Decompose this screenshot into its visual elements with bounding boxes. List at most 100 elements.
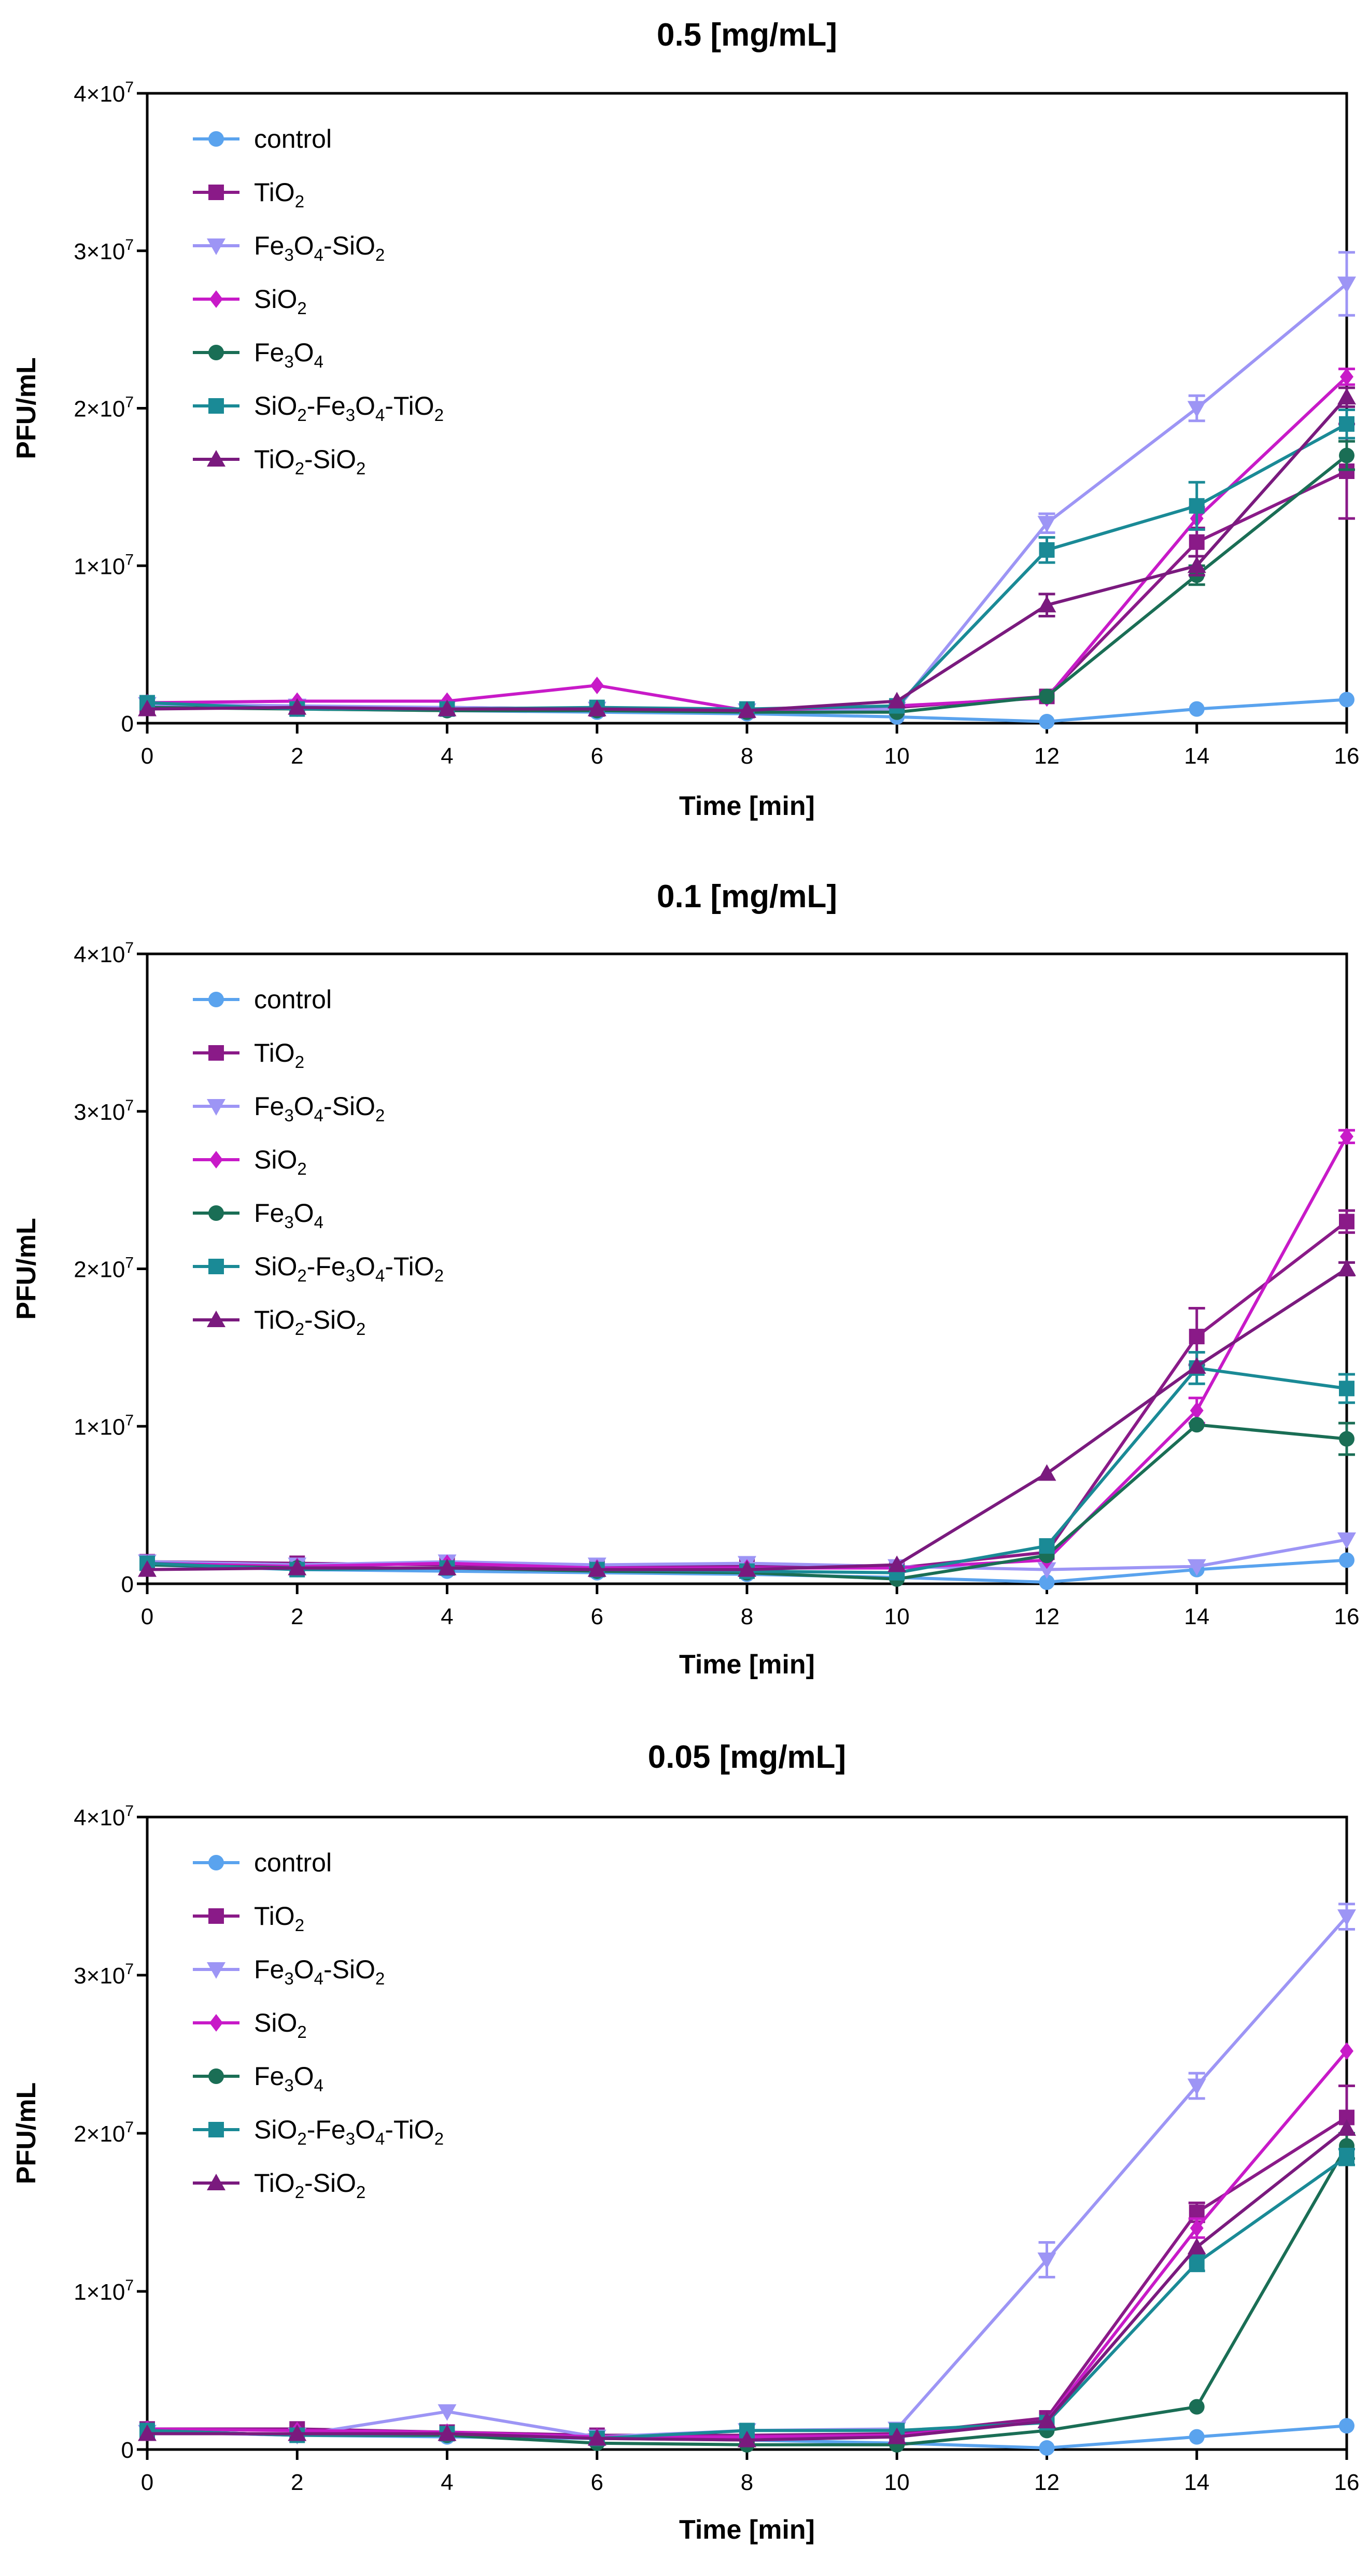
text-span: 1×10 xyxy=(74,554,125,579)
text-span: 4×10 xyxy=(74,81,125,107)
text-span: O xyxy=(294,338,314,367)
x-tick-label: 2 xyxy=(291,743,303,769)
data-point xyxy=(1339,1214,1354,1230)
legend-label: TiO2-SiO2 xyxy=(254,1305,365,1339)
text-span: 7 xyxy=(125,551,134,568)
legend-marker xyxy=(208,185,224,200)
x-tick-label: 0 xyxy=(141,2470,153,2495)
data-point xyxy=(738,1560,756,1577)
text-span: 7 xyxy=(125,1961,134,1978)
text-span: 2 xyxy=(295,459,304,478)
y-axis-label: PFU/mL xyxy=(11,1218,41,1319)
series-SiO2-Fe3O4-TiO2 xyxy=(139,1350,1355,1581)
x-tick-label: 16 xyxy=(1334,1604,1360,1629)
data-point xyxy=(587,699,606,716)
y-tick-label: 0 xyxy=(121,1572,134,1597)
legend-marker xyxy=(208,345,224,360)
text-span: 2 xyxy=(297,405,306,425)
data-point xyxy=(590,677,604,695)
y-tick-label: 2×107 xyxy=(74,394,134,422)
data-point xyxy=(1337,1909,1356,1926)
text-span: 2 xyxy=(297,2129,306,2148)
text-span: 3 xyxy=(284,1969,293,1988)
text-span: 2 xyxy=(356,2183,365,2202)
text-span: 3 xyxy=(284,1106,293,1125)
data-point xyxy=(1187,401,1206,418)
y-tick-label: 4×107 xyxy=(74,939,134,967)
series-SiO2 xyxy=(140,1128,1355,1577)
series-Fe3O4 xyxy=(139,440,1355,720)
series-line xyxy=(147,1135,1348,1570)
legend-marker xyxy=(208,1045,224,1061)
x-tick-label: 10 xyxy=(884,743,910,769)
text-span: SiO xyxy=(254,391,297,420)
legend-marker xyxy=(207,1099,225,1116)
data-point xyxy=(437,2404,457,2421)
text-span: -SiO xyxy=(323,231,375,260)
data-point xyxy=(1189,2255,1205,2271)
text-span: 2 xyxy=(434,405,444,425)
text-span: Fe xyxy=(254,1092,284,1121)
legend-label: Fe3O4-SiO2 xyxy=(254,1955,385,1988)
text-span: 2 xyxy=(375,1106,385,1125)
text-span: 4 xyxy=(314,2076,323,2095)
x-tick-label: 10 xyxy=(884,2470,910,2495)
text-span: Fe xyxy=(254,1199,284,1228)
series-TiO2-SiO2 xyxy=(138,1259,1356,1577)
data-point xyxy=(1187,1357,1206,1374)
x-tick-label: 2 xyxy=(291,2470,303,2495)
x-tick-label: 14 xyxy=(1184,2470,1209,2495)
text-span: SiO xyxy=(254,1252,297,1281)
chart-title: 0.1 [mg/mL] xyxy=(657,879,837,914)
text-span: TiO xyxy=(254,1038,295,1067)
legend-marker xyxy=(208,1259,224,1274)
legend-marker xyxy=(208,1205,224,1221)
data-point xyxy=(437,699,457,716)
text-span: 7 xyxy=(125,939,134,956)
text-span: SiO xyxy=(254,2115,297,2144)
y-tick-label: 1×107 xyxy=(74,2277,134,2305)
text-span: 0 xyxy=(121,2438,134,2463)
legend-marker xyxy=(208,2122,224,2137)
series-TiO2-SiO2 xyxy=(138,386,1356,718)
y-tick-label: 0 xyxy=(121,711,134,737)
y-tick-label: 2×107 xyxy=(74,1255,134,1283)
legend-label: control xyxy=(254,124,332,153)
text-span: control xyxy=(254,124,332,153)
data-point xyxy=(138,699,157,716)
legend-label: TiO2-SiO2 xyxy=(254,2169,365,2202)
legend-label: Fe3O4-SiO2 xyxy=(254,231,385,264)
text-span: SiO xyxy=(254,2008,297,2037)
data-point xyxy=(1037,1464,1056,1481)
legend: controlTiO2Fe3O4-SiO2SiO2Fe3O4SiO2-Fe3O4… xyxy=(193,1848,444,2202)
text-span: 2 xyxy=(297,1159,306,1178)
text-span: 3×10 xyxy=(74,1100,125,1125)
data-point xyxy=(1337,2119,1356,2136)
y-tick-label: 3×107 xyxy=(74,1961,134,1989)
data-point xyxy=(1037,516,1056,533)
x-tick-label: 6 xyxy=(591,1604,603,1629)
y-tick-label: 3×107 xyxy=(74,1097,134,1125)
text-span: 0 xyxy=(121,1572,134,1597)
text-span: TiO xyxy=(254,1902,295,1931)
legend-marker xyxy=(208,131,224,147)
legend-label: SiO2-Fe3O4-TiO2 xyxy=(254,1252,444,1285)
legend-label: TiO2 xyxy=(254,1038,304,1072)
data-point xyxy=(288,698,307,715)
legend-marker xyxy=(209,290,223,308)
series-Fe3O4-SiO2 xyxy=(138,251,1356,720)
x-axis-label: Time [min] xyxy=(679,1650,815,1680)
data-point xyxy=(1189,498,1205,514)
text-span: 2 xyxy=(375,245,385,264)
legend-marker xyxy=(207,2174,225,2190)
text-span: SiO xyxy=(254,1145,297,1174)
text-span: 4×10 xyxy=(74,942,125,967)
x-tick-label: 0 xyxy=(141,743,153,769)
text-span: 4 xyxy=(314,1969,323,1988)
text-span: 7 xyxy=(125,236,134,254)
x-tick-label: 14 xyxy=(1184,743,1209,769)
legend-marker xyxy=(209,2014,223,2032)
